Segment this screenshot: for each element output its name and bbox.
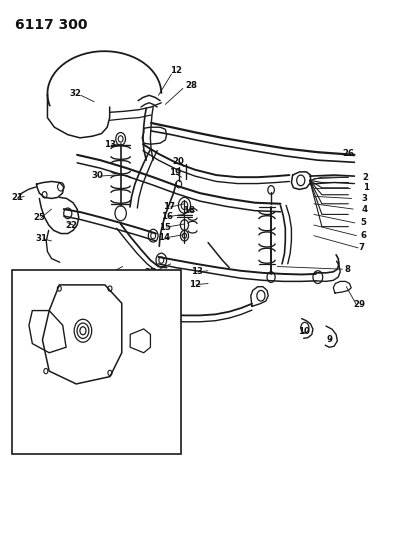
- Text: 14: 14: [158, 233, 170, 243]
- Text: 32: 32: [70, 89, 82, 98]
- Text: 23: 23: [97, 383, 109, 392]
- Text: 9: 9: [326, 335, 332, 344]
- Text: 31: 31: [35, 234, 47, 243]
- Text: 10: 10: [298, 327, 310, 336]
- Text: 27: 27: [29, 423, 41, 432]
- Text: 5: 5: [360, 219, 366, 228]
- Text: 7: 7: [359, 244, 365, 253]
- Text: 16: 16: [161, 212, 173, 221]
- Text: 1: 1: [363, 183, 369, 192]
- Text: 13: 13: [104, 140, 115, 149]
- Text: 13: 13: [191, 268, 203, 276]
- Text: 26: 26: [342, 149, 354, 158]
- Text: 15: 15: [160, 223, 171, 232]
- Text: 2: 2: [363, 173, 369, 182]
- Text: 8: 8: [344, 265, 350, 273]
- Text: 29: 29: [353, 300, 365, 309]
- Text: 12: 12: [189, 280, 201, 289]
- Text: 21: 21: [12, 193, 24, 202]
- Text: 24: 24: [62, 431, 74, 440]
- Text: 28: 28: [185, 81, 197, 90]
- Text: 22: 22: [66, 221, 78, 230]
- Text: 25: 25: [33, 213, 45, 222]
- Text: 18: 18: [182, 206, 195, 215]
- Text: 20: 20: [173, 157, 185, 166]
- Text: 11: 11: [142, 318, 154, 327]
- Text: 12: 12: [170, 67, 182, 75]
- Text: 19: 19: [169, 168, 181, 177]
- Text: 30: 30: [91, 171, 103, 180]
- Text: 3: 3: [361, 194, 368, 203]
- Text: 4: 4: [361, 205, 368, 214]
- Text: 7: 7: [113, 395, 120, 404]
- Text: 17: 17: [163, 203, 175, 212]
- Text: 27: 27: [144, 269, 156, 277]
- Text: 6: 6: [360, 231, 366, 240]
- Bar: [12, 270, 181, 454]
- Text: 6117 300: 6117 300: [15, 18, 87, 32]
